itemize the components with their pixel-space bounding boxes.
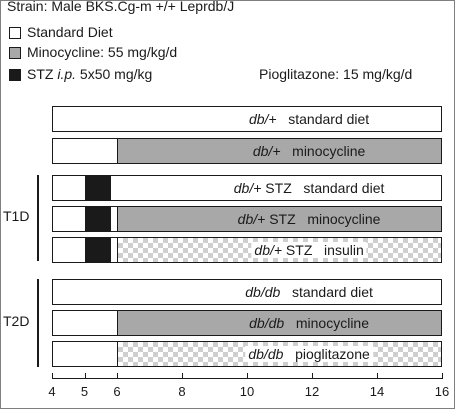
- bar-segment-white: [53, 139, 117, 163]
- legend-label-standard: Standard Diet: [27, 24, 113, 40]
- bar-segment-white: [53, 311, 117, 335]
- legend-label-minocycline: Minocycline: 55 mg/kg/d: [27, 44, 178, 60]
- bar-genotype: db/+: [237, 211, 266, 227]
- bar-segment-white: [110, 176, 441, 200]
- axis-tick-label: 6: [113, 384, 121, 399]
- axis-tick-label: 5: [80, 384, 89, 399]
- axis-tick-label: 14: [369, 384, 385, 399]
- timeline-bar: db/+ STZ minocycline: [52, 206, 442, 232]
- bar-genotype: db/db: [245, 284, 281, 300]
- bar-label: db/+ STZ minocycline: [235, 211, 384, 227]
- legend-swatch-standard: [9, 27, 21, 39]
- group-label-t1d: T1D: [3, 208, 30, 224]
- bar-segment-gray: [117, 207, 441, 231]
- timeline-bar: db/+ standard diet: [52, 106, 442, 132]
- bar-genotype-suffix: STZ: [261, 180, 292, 196]
- axis-tick: [247, 373, 248, 379]
- group-label-t2d: T2D: [3, 313, 30, 329]
- legend-swatch-stz: [9, 69, 21, 81]
- bar-segment-white: [53, 207, 85, 231]
- axis-tick-label: 16: [434, 384, 450, 399]
- bar-genotype: db/+: [233, 180, 262, 196]
- bar-treatment: minocycline: [284, 315, 370, 331]
- bar-segment-white: [53, 238, 85, 262]
- bar-genotype: db/+: [252, 143, 281, 159]
- axis-tick-label: 8: [178, 384, 186, 399]
- group-bracket-t1d: [37, 175, 39, 261]
- bar-treatment: standard diet: [291, 180, 385, 196]
- bar-genotype: db/db: [249, 315, 285, 331]
- timeline-bar: db/db minocycline: [52, 310, 442, 336]
- axis-tick: [52, 373, 53, 379]
- bar-label: db/+ STZ standard diet: [231, 180, 388, 196]
- timeline-bar: db/+ minocycline: [52, 138, 442, 164]
- bar-segment-gray: [117, 139, 441, 163]
- axis-tick: [442, 373, 443, 379]
- bar-label: db/+ minocycline: [250, 143, 368, 159]
- bar-genotype: db/db: [248, 346, 284, 362]
- bar-treatment: standard diet: [276, 111, 370, 127]
- bar-treatment: minocycline: [280, 143, 366, 159]
- bar-segment-white: [53, 280, 441, 304]
- timeline-bar: db/db pioglitazone: [52, 341, 442, 367]
- timeline-bar: db/+ STZ insulin: [52, 237, 442, 263]
- bar-segment-black: [84, 207, 111, 231]
- bar-segment-gray: [117, 311, 441, 335]
- bar-genotype-suffix: STZ: [265, 211, 296, 227]
- bar-treatment: insulin: [312, 242, 364, 258]
- axis-tick: [117, 373, 118, 379]
- bar-segment-white: [53, 176, 85, 200]
- bar-segment-white: [110, 207, 117, 231]
- bar-treatment: minocycline: [295, 211, 381, 227]
- bar-segment-white: [53, 342, 117, 366]
- axis-tick-label: 12: [304, 384, 320, 399]
- bar-genotype: db/+: [254, 242, 283, 258]
- bar-label: db/db standard diet: [242, 284, 376, 300]
- strain-label: Strain: Male BKS.Cg-m +/+ Leprdb/J: [7, 0, 235, 14]
- axis-tick: [182, 373, 183, 379]
- legend-swatch-minocycline: [9, 47, 21, 59]
- bar-segment-white: [53, 107, 441, 131]
- bar-treatment: pioglitazone: [283, 346, 370, 362]
- axis-tick-label: 4: [48, 384, 56, 399]
- bar-segment-white: [110, 238, 117, 262]
- bar-segment-black: [84, 176, 111, 200]
- bar-treatment: standard diet: [280, 284, 373, 300]
- bar-segment-black: [84, 238, 111, 262]
- legend-label-pioglitazone: Pioglitazone: 15 mg/kg/d: [259, 66, 413, 82]
- bar-label: db/+ standard diet: [246, 111, 372, 127]
- timeline-bar: db/+ STZ standard diet: [52, 175, 442, 201]
- axis-tick: [85, 373, 86, 379]
- axis-tick-label: 10: [239, 384, 255, 399]
- group-bracket-t2d: [37, 279, 39, 367]
- bar-label: db/db pioglitazone: [245, 346, 373, 362]
- legend-label-stz: STZ i.p. 5x50 mg/kg: [27, 66, 153, 82]
- axis-tick: [312, 373, 313, 379]
- bar-label: db/db minocycline: [246, 315, 372, 331]
- bar-label: db/+ STZ insulin: [251, 242, 367, 258]
- timeline-bar: db/db standard diet: [52, 279, 442, 305]
- bar-genotype: db/+: [248, 111, 277, 127]
- axis-tick: [377, 373, 378, 379]
- bar-genotype-suffix: STZ: [282, 242, 313, 258]
